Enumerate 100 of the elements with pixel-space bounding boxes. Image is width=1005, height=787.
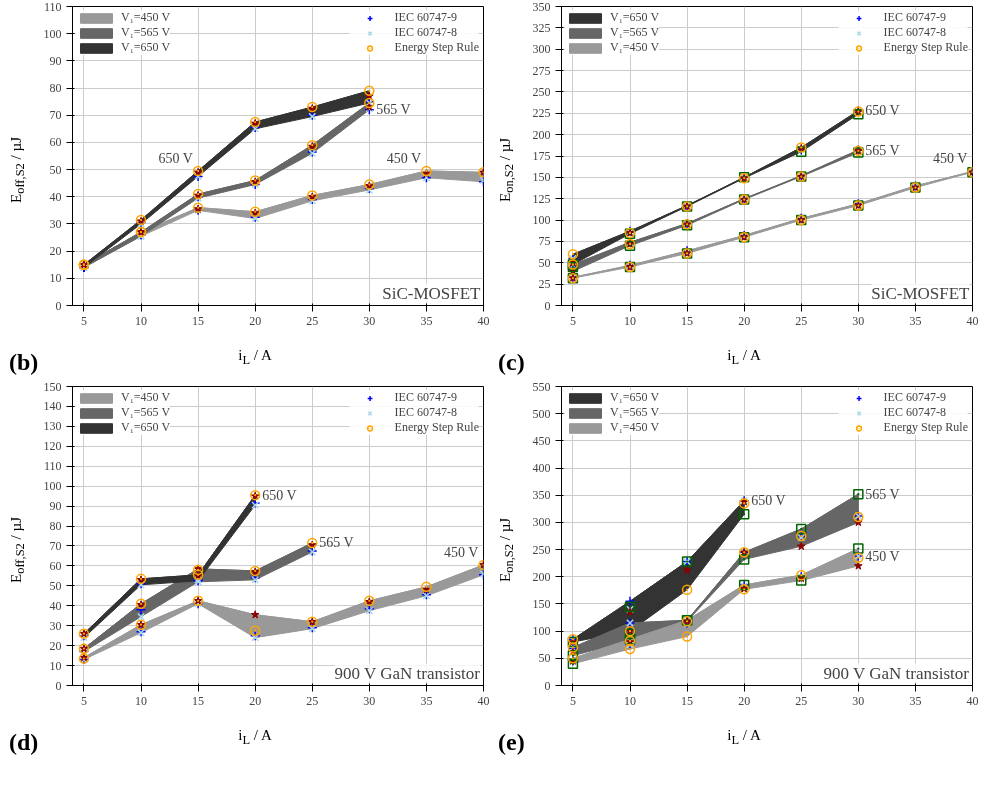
legend-label: V₁=565 V bbox=[121, 25, 171, 40]
y-tick-label: 500 bbox=[532, 406, 551, 421]
y-tick-label: 100 bbox=[43, 479, 62, 494]
y-tick-label: 70 bbox=[49, 538, 62, 553]
y-tick-label: 450 bbox=[532, 433, 551, 448]
y-tick-label: 10 bbox=[49, 271, 62, 286]
x-tick-label: 10 bbox=[135, 313, 147, 328]
annotation: 650 V bbox=[158, 150, 193, 166]
x-tick-label: 25 bbox=[306, 313, 319, 328]
y-tick-label: 80 bbox=[49, 81, 62, 96]
legend-label: Energy Step Rule bbox=[394, 40, 479, 55]
x-tick-label: 25 bbox=[795, 313, 808, 328]
text: (c) bbox=[498, 348, 525, 377]
legend-label: Energy Step Rule bbox=[883, 420, 968, 435]
y-tick-label: 100 bbox=[43, 26, 62, 41]
annotation: 900 V GaN transistor bbox=[823, 663, 970, 683]
x-tick-label: 5 bbox=[569, 313, 576, 328]
y-tick-label: 40 bbox=[49, 189, 62, 204]
legend-label: V₁=565 V bbox=[121, 405, 171, 420]
x-tick-label: 40 bbox=[966, 313, 979, 328]
x-tick-label: 30 bbox=[852, 313, 865, 328]
y-tick-label: 20 bbox=[49, 244, 62, 259]
annotation: 650 V bbox=[262, 487, 297, 503]
annotation: 900 V GaN transistor bbox=[334, 663, 481, 683]
x-tick-label: 20 bbox=[738, 693, 751, 708]
legend-label: IEC 60747-9 bbox=[394, 390, 457, 405]
y-tick-label: 250 bbox=[532, 542, 551, 557]
legend-label: Energy Step Rule bbox=[883, 40, 968, 55]
y-tick-label: 40 bbox=[49, 598, 62, 613]
x-tick-label: 40 bbox=[477, 313, 490, 328]
legend-label: IEC 60747-9 bbox=[883, 10, 946, 25]
y-tick-label: 150 bbox=[532, 170, 551, 185]
x-tick-label: 20 bbox=[249, 693, 262, 708]
x-tick-label: 10 bbox=[624, 693, 636, 708]
annotation: SiC-MOSFET bbox=[871, 283, 971, 303]
y-tick-label: 130 bbox=[43, 419, 62, 434]
y-tick-label: 30 bbox=[49, 618, 62, 633]
y-tick-label: 300 bbox=[532, 515, 551, 530]
legend-label: V₁=650 V bbox=[610, 10, 660, 25]
y-tick-label: 350 bbox=[532, 0, 551, 14]
y-tick-label: 550 bbox=[532, 379, 551, 394]
legend-label: V₁=450 V bbox=[610, 40, 660, 55]
legend-label: V₁=650 V bbox=[121, 420, 171, 435]
y-tick-label: 25 bbox=[538, 277, 551, 292]
y-tick-label: 50 bbox=[538, 651, 551, 666]
y-tick-label: 90 bbox=[49, 499, 62, 514]
text: (e) bbox=[498, 728, 525, 757]
annotation: 650 V bbox=[865, 103, 900, 119]
x-axis-title: i$_{L}$ / A bbox=[238, 726, 272, 749]
x-tick-label: 20 bbox=[249, 313, 262, 328]
legend-label: V₁=565 V bbox=[610, 25, 660, 40]
y-tick-label: 75 bbox=[538, 234, 551, 249]
x-tick-label: 15 bbox=[192, 313, 205, 328]
legend-label: V₁=650 V bbox=[121, 40, 171, 55]
y-tick-label: 225 bbox=[532, 106, 551, 121]
legend-label: V₁=565 V bbox=[610, 405, 660, 420]
x-tick-label: 30 bbox=[363, 313, 376, 328]
x-tick-label: 40 bbox=[966, 693, 979, 708]
x-tick-label: 5 bbox=[80, 313, 87, 328]
y-tick-label: 90 bbox=[49, 53, 62, 68]
y-tick-label: 140 bbox=[43, 399, 62, 414]
x-tick-label: 35 bbox=[420, 693, 433, 708]
x-tick-label: 5 bbox=[80, 693, 87, 708]
y-tick-label: 300 bbox=[532, 42, 551, 57]
annotation: 565 V bbox=[376, 102, 411, 118]
annotation: 650 V bbox=[751, 493, 786, 509]
y-tick-label: 400 bbox=[532, 461, 551, 476]
y-tick-label: 150 bbox=[43, 379, 62, 394]
y-tick-label: 0 bbox=[544, 298, 551, 313]
y-tick-label: 0 bbox=[544, 678, 551, 693]
legend-label: IEC 60747-8 bbox=[394, 405, 457, 420]
y-tick-label: 0 bbox=[55, 678, 62, 693]
y-tick-label: 80 bbox=[49, 519, 62, 534]
y-tick-label: 60 bbox=[49, 558, 62, 573]
y-tick-label: 200 bbox=[532, 127, 551, 142]
y-tick-label: 100 bbox=[532, 624, 551, 639]
y-tick-label: 0 bbox=[55, 298, 62, 313]
annotation: 565 V bbox=[865, 142, 900, 158]
x-tick-label: 15 bbox=[192, 693, 205, 708]
x-tick-label: 25 bbox=[306, 693, 319, 708]
legend-label: V₁=450 V bbox=[121, 390, 171, 405]
y-tick-label: 110 bbox=[43, 0, 62, 14]
y-tick-label: 20 bbox=[49, 638, 62, 653]
x-axis-title: i$_{L}$ / A bbox=[238, 346, 272, 369]
x-tick-label: 15 bbox=[681, 693, 694, 708]
y-tick-label: 70 bbox=[49, 108, 62, 123]
y-tick-label: 30 bbox=[49, 216, 62, 231]
y-tick-label: 10 bbox=[49, 658, 62, 673]
annotation: 450 V bbox=[932, 151, 968, 167]
y-tick-label: 350 bbox=[532, 488, 551, 503]
y-tick-label: 125 bbox=[532, 191, 551, 206]
x-tick-label: 25 bbox=[795, 693, 808, 708]
legend-label: V₁=450 V bbox=[121, 10, 171, 25]
y-tick-label: 50 bbox=[538, 255, 551, 270]
legend-label: Energy Step Rule bbox=[394, 420, 479, 435]
legend-label: IEC 60747-9 bbox=[883, 390, 946, 405]
annotation: 565 V bbox=[319, 535, 354, 551]
x-tick-label: 15 bbox=[681, 313, 694, 328]
y-tick-label: 110 bbox=[43, 459, 62, 474]
x-tick-label: 5 bbox=[569, 693, 576, 708]
